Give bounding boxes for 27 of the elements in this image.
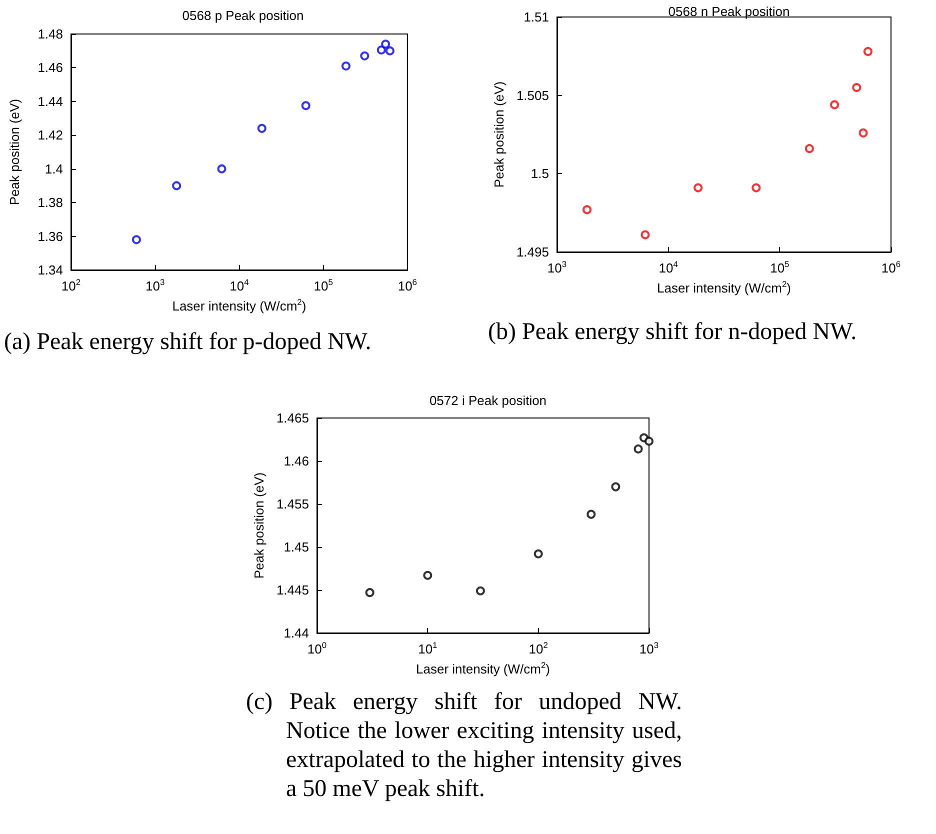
y-tick-label: 1.4 [44,161,63,176]
y-tick-label: 1.36 [38,228,63,244]
y-tick-label: 1.455 [276,496,309,512]
y-tick-label: 1.505 [516,88,549,103]
y-tick-label: 1.44 [38,94,63,109]
y-tick-label: 1.5 [530,166,549,182]
y-tick-label: 1.46 [284,454,309,468]
text: (c) Peak energy shift for undoped NW. Notice the lower exciting intensity used, extrapolated to the higher intensity gives a 50 meV peak shift. [246,688,682,804]
text: (b) Peak energy shift for n-doped NW. [488,318,858,347]
y-tick-label: 1.445 [276,582,309,598]
y-tick-label: 1.51 [524,10,549,24]
y-tick-label: 1.42 [38,128,63,143]
y-tick-label: 1.46 [38,60,63,76]
text: (a) Peak energy shift for p-doped NW. [4,328,372,357]
y-axis-title: Peak position (eV) [492,81,507,188]
chart-title: 0568 p Peak position [182,8,304,23]
y-tick-label: 1.495 [516,244,549,260]
y-tick-label: 1.34 [38,262,63,278]
y-tick-label: 1.44 [284,626,309,640]
y-tick-label: 1.465 [276,410,309,426]
chart-title: 0568 n Peak position [668,4,790,19]
chart-title: 0572 i Peak position [429,393,547,408]
y-tick-label: 1.38 [38,195,63,210]
y-axis-title: Peak position (eV) [252,472,267,579]
y-tick-label: 1.48 [38,26,63,42]
y-axis-title: Peak position (eV) [7,98,22,206]
y-tick-label: 1.45 [284,540,309,554]
